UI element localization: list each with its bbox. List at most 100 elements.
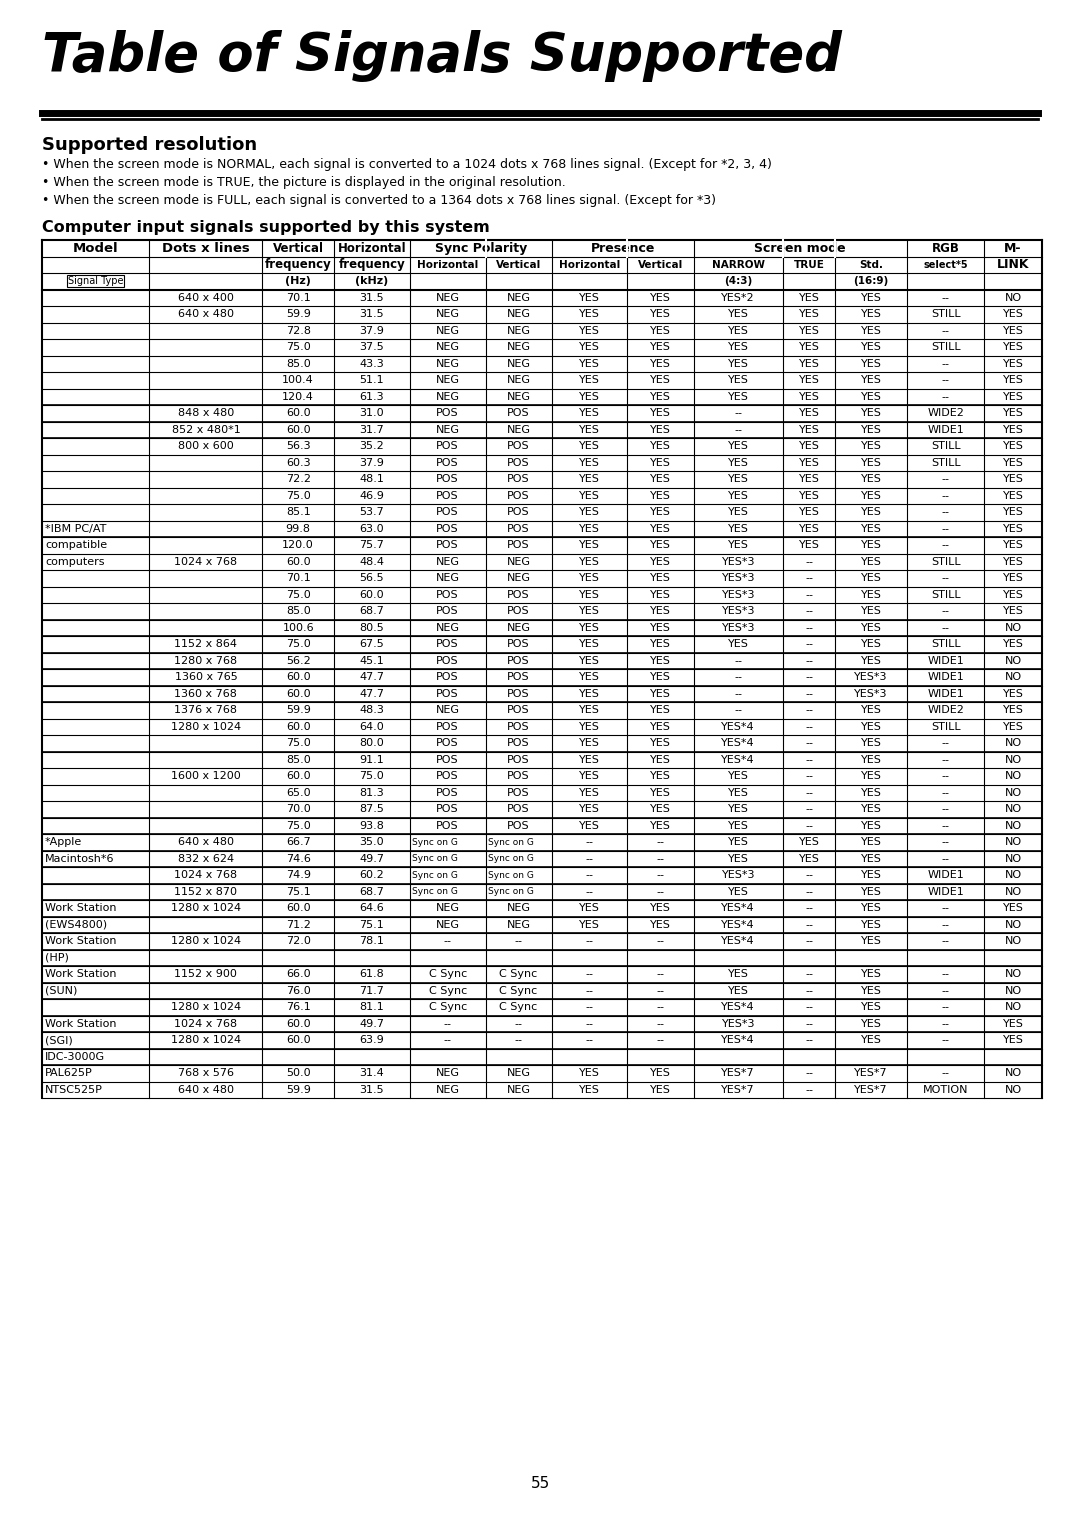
Text: YES: YES: [579, 920, 600, 929]
Text: YES: YES: [728, 541, 748, 550]
Text: 1360 x 765: 1360 x 765: [175, 672, 238, 681]
Text: YES: YES: [861, 490, 881, 501]
Text: --: --: [806, 1019, 813, 1028]
Text: 67.5: 67.5: [360, 639, 384, 649]
Text: YES: YES: [650, 721, 671, 732]
Text: YES: YES: [579, 309, 600, 319]
Text: 70.0: 70.0: [286, 804, 311, 814]
Text: C Sync: C Sync: [429, 986, 467, 996]
Text: (SUN): (SUN): [45, 986, 78, 996]
Text: WIDE2: WIDE2: [927, 408, 964, 419]
Text: YES: YES: [650, 920, 671, 929]
Text: 48.3: 48.3: [360, 706, 384, 715]
Text: YES*3: YES*3: [721, 871, 755, 880]
Text: YES: YES: [1002, 1036, 1024, 1045]
Text: 60.0: 60.0: [286, 1036, 311, 1045]
Text: YES: YES: [1002, 706, 1024, 715]
Text: --: --: [585, 1002, 594, 1012]
Text: YES: YES: [728, 474, 748, 484]
Text: 31.5: 31.5: [360, 1085, 384, 1094]
Text: 100.6: 100.6: [282, 623, 314, 633]
Text: YES*3: YES*3: [721, 1019, 755, 1028]
Text: • When the screen mode is NORMAL, each signal is converted to a 1024 dots x 768 : • When the screen mode is NORMAL, each s…: [42, 157, 772, 171]
Text: YES: YES: [861, 1019, 881, 1028]
Text: POS: POS: [508, 788, 530, 798]
Text: YES*7: YES*7: [721, 1085, 755, 1094]
Text: 75.7: 75.7: [360, 541, 384, 550]
Text: --: --: [585, 871, 594, 880]
Text: POS: POS: [508, 738, 530, 749]
Text: NO: NO: [1004, 772, 1022, 781]
Text: YES: YES: [650, 623, 671, 633]
Text: YES: YES: [650, 706, 671, 715]
Text: YES: YES: [650, 556, 671, 567]
Text: --: --: [942, 920, 949, 929]
Text: POS: POS: [508, 755, 530, 764]
Text: --: --: [942, 788, 949, 798]
Text: YES: YES: [799, 309, 820, 319]
Text: Vertical: Vertical: [272, 241, 324, 255]
Text: Horizontal: Horizontal: [338, 241, 406, 255]
Text: Sync on G: Sync on G: [487, 871, 534, 880]
Text: 61.3: 61.3: [360, 391, 384, 402]
Text: 81.3: 81.3: [360, 788, 384, 798]
Text: YES: YES: [579, 1085, 600, 1094]
Text: YES: YES: [579, 804, 600, 814]
Text: POS: POS: [436, 490, 459, 501]
Text: 75.0: 75.0: [360, 772, 384, 781]
Text: YES: YES: [1002, 474, 1024, 484]
Text: POS: POS: [436, 689, 459, 698]
Text: Table of Signals Supported: Table of Signals Supported: [42, 31, 842, 83]
Text: 72.8: 72.8: [286, 325, 311, 336]
Text: NO: NO: [1004, 755, 1022, 764]
Text: YES: YES: [650, 425, 671, 435]
Text: YES: YES: [650, 474, 671, 484]
Text: YES: YES: [1002, 325, 1024, 336]
Text: YES: YES: [579, 639, 600, 649]
Text: YES: YES: [861, 309, 881, 319]
Text: YES: YES: [650, 573, 671, 584]
Text: 47.7: 47.7: [360, 672, 384, 681]
Text: YES: YES: [579, 903, 600, 914]
Text: 43.3: 43.3: [360, 359, 384, 368]
Text: NEG: NEG: [507, 573, 530, 584]
Text: YES*3: YES*3: [854, 672, 888, 681]
Text: STILL: STILL: [931, 442, 960, 451]
Text: YES: YES: [650, 524, 671, 533]
Text: POS: POS: [508, 772, 530, 781]
Text: YES: YES: [799, 408, 820, 419]
Text: YES: YES: [650, 590, 671, 601]
Text: --: --: [734, 689, 742, 698]
Text: 31.5: 31.5: [360, 309, 384, 319]
Text: NEG: NEG: [435, 391, 460, 402]
Text: NEG: NEG: [435, 359, 460, 368]
Text: --: --: [657, 1002, 664, 1012]
Text: 60.0: 60.0: [286, 672, 311, 681]
Text: YES: YES: [1002, 607, 1024, 616]
Text: STILL: STILL: [931, 342, 960, 353]
Text: YES: YES: [579, 541, 600, 550]
Text: POS: POS: [436, 804, 459, 814]
Text: YES: YES: [728, 342, 748, 353]
Text: C Sync: C Sync: [499, 969, 538, 979]
Text: YES: YES: [861, 442, 881, 451]
Text: YES: YES: [861, 937, 881, 946]
Text: YES: YES: [728, 442, 748, 451]
Text: --: --: [806, 738, 813, 749]
Text: YES: YES: [1002, 903, 1024, 914]
Text: YES: YES: [579, 507, 600, 518]
Text: Work Station: Work Station: [45, 937, 117, 946]
Text: NEG: NEG: [435, 376, 460, 385]
Text: 63.9: 63.9: [360, 1036, 384, 1045]
Text: Sync on G: Sync on G: [411, 871, 458, 880]
Text: --: --: [585, 969, 594, 979]
Text: --: --: [942, 541, 949, 550]
Text: YES: YES: [861, 590, 881, 601]
Text: 1280 x 1024: 1280 x 1024: [171, 721, 241, 732]
Text: YES: YES: [861, 788, 881, 798]
Text: YES: YES: [579, 391, 600, 402]
Text: --: --: [806, 969, 813, 979]
Text: --: --: [942, 738, 949, 749]
Text: --: --: [942, 325, 949, 336]
Text: --: --: [585, 937, 594, 946]
